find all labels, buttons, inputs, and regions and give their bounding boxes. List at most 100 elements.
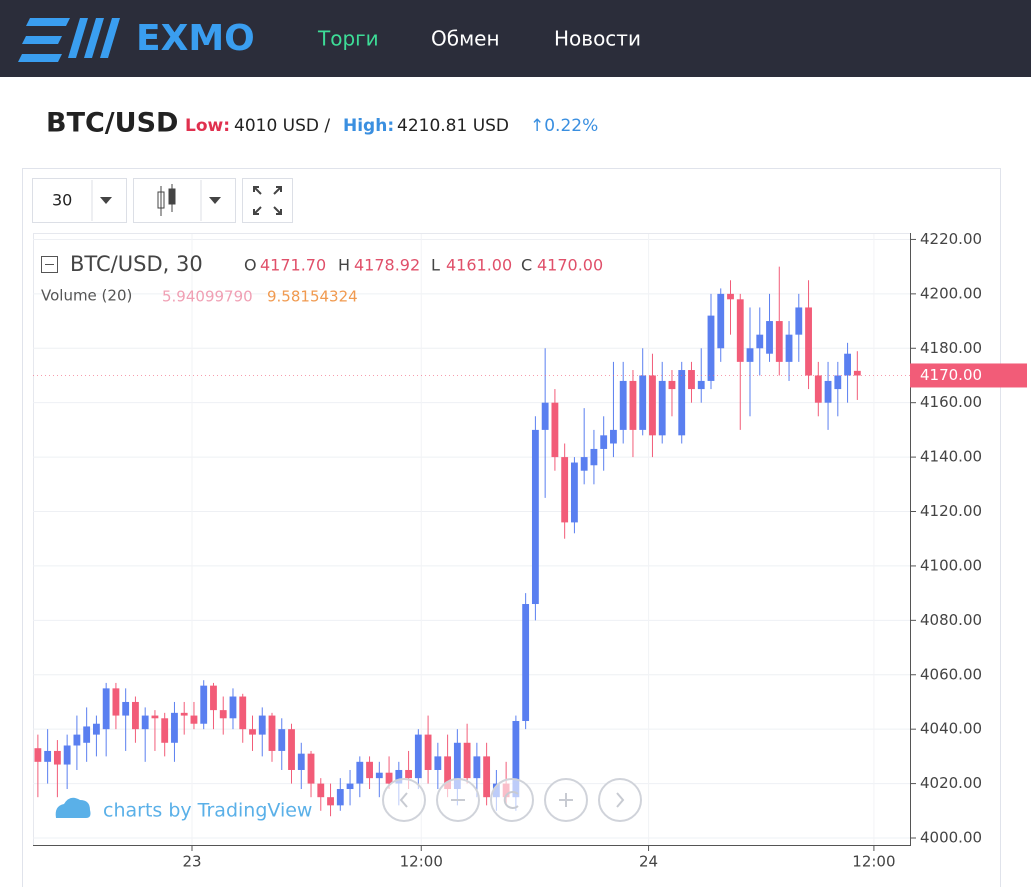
candle-body xyxy=(210,685,217,711)
candle-body xyxy=(190,715,198,724)
candle-body xyxy=(707,315,715,381)
candle-body xyxy=(629,380,637,430)
candle-body xyxy=(53,750,61,765)
candle-body xyxy=(668,380,676,390)
candle-body xyxy=(571,462,578,523)
candle-body xyxy=(814,375,822,403)
interval-button[interactable] xyxy=(32,178,127,223)
candle-body xyxy=(141,715,149,730)
interval[interactable]: 30 xyxy=(52,191,72,210)
candle-body xyxy=(785,334,793,362)
plot-area xyxy=(33,233,911,846)
y-tick-label: 4040.00 xyxy=(920,720,982,738)
candle-body xyxy=(453,742,461,790)
candle-body xyxy=(649,375,656,436)
candle-body xyxy=(522,604,530,722)
nav-link[interactable]: Торги xyxy=(317,27,379,51)
candle-body xyxy=(34,748,42,762)
y-tick-label: 4120.00 xyxy=(920,502,982,520)
candle-body xyxy=(512,721,520,798)
fullscreen-button[interactable] xyxy=(242,178,293,223)
candle-body xyxy=(473,756,481,779)
low-value: 4010 USD / xyxy=(234,116,330,136)
candle-body xyxy=(736,299,744,362)
candle-body xyxy=(697,380,705,390)
candle-body xyxy=(405,769,412,779)
candle-body xyxy=(229,696,237,719)
x-tick-label: 12:00 xyxy=(852,853,895,871)
y-tick-label: 4100.00 xyxy=(920,556,982,574)
candle-body xyxy=(531,429,539,605)
candle-body xyxy=(619,380,627,430)
scroll-right[interactable] xyxy=(598,778,642,822)
y-tick-label: 4000.00 xyxy=(920,829,982,847)
candle-body xyxy=(44,750,52,762)
logo-mark xyxy=(18,18,120,62)
dropdown-arrow xyxy=(209,197,221,204)
candle-body xyxy=(600,435,608,449)
candle-body xyxy=(551,402,559,458)
candle-body xyxy=(746,348,754,362)
chart-style-button[interactable] xyxy=(133,178,236,223)
candle-body xyxy=(483,756,491,798)
candle-body xyxy=(463,742,471,779)
candle-body xyxy=(180,712,188,716)
y-tick-label: 4200.00 xyxy=(920,284,982,302)
candle-body xyxy=(561,457,569,523)
candle-body xyxy=(541,402,549,430)
candle-body xyxy=(307,753,315,784)
candle-body xyxy=(434,756,442,770)
change: ↑0.22% xyxy=(530,116,598,136)
scroll-left[interactable] xyxy=(382,778,426,822)
volume-value: 9.58154324 xyxy=(267,288,358,306)
legend-o-label: O xyxy=(244,256,257,275)
reset[interactable] xyxy=(490,778,534,822)
candle-body xyxy=(346,783,354,790)
legend-c: 4170.00 xyxy=(537,256,603,275)
y-tick-label: 4060.00 xyxy=(920,665,982,683)
legend-l-label: L xyxy=(431,256,440,275)
candle-body xyxy=(161,718,169,743)
candle-body xyxy=(853,370,861,376)
candle-body xyxy=(112,688,120,716)
candle-body xyxy=(288,729,295,770)
candle-body xyxy=(844,353,851,376)
candle-body xyxy=(219,710,227,719)
candle-body xyxy=(171,712,178,743)
candle-body xyxy=(122,701,130,716)
y-tick-label: 4080.00 xyxy=(920,611,982,629)
x-tick-label: 23 xyxy=(182,853,201,871)
candle-body xyxy=(92,723,100,735)
y-tick-label: 4020.00 xyxy=(920,774,982,792)
header-bar xyxy=(0,0,1031,77)
y-tick-label: 4180.00 xyxy=(920,339,982,357)
watermark: charts by TradingView xyxy=(103,800,312,822)
candle-body xyxy=(610,429,617,444)
candle-body xyxy=(327,797,334,806)
candle-body xyxy=(688,370,695,390)
low-label: Low: xyxy=(185,116,230,136)
candle-body xyxy=(385,772,393,784)
candle-body xyxy=(775,321,783,362)
legend-o: 4171.70 xyxy=(260,256,326,275)
candle-body xyxy=(375,772,383,779)
tradingview-logo xyxy=(55,797,91,818)
logo-text[interactable]: EXMO xyxy=(136,18,255,59)
candle-body xyxy=(366,761,373,779)
candle-body xyxy=(278,729,286,751)
candle-body xyxy=(102,688,110,730)
candle-body xyxy=(717,293,725,349)
candle-body xyxy=(658,380,666,436)
nav-link[interactable]: Новости xyxy=(554,27,641,51)
candle-body xyxy=(756,334,764,349)
nav-link[interactable]: Обмен xyxy=(431,27,500,51)
candle-body xyxy=(444,756,452,790)
candle-body xyxy=(200,685,208,724)
candle-body xyxy=(834,375,842,390)
legend-h-label: H xyxy=(338,256,350,275)
collapse-icon[interactable] xyxy=(41,256,58,273)
dropdown-arrow xyxy=(100,197,112,204)
legend-symbol: BTC/USD, 30 xyxy=(70,252,203,276)
y-tick-label: 4140.00 xyxy=(920,448,982,466)
